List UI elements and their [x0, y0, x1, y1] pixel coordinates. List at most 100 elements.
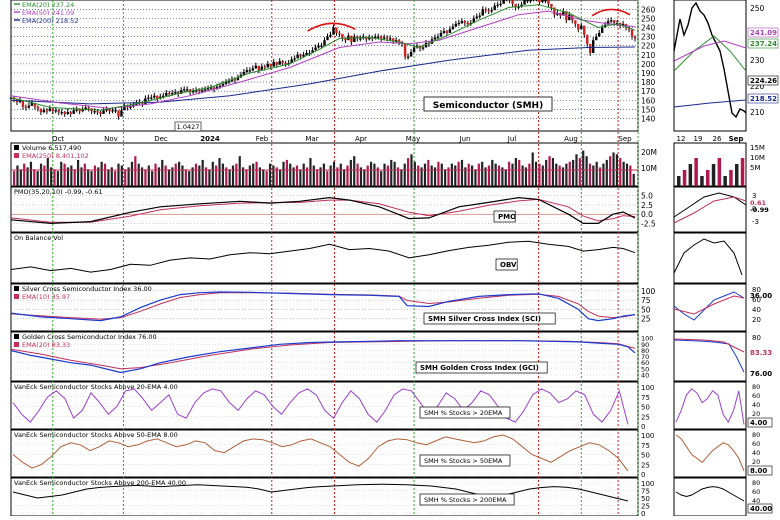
sci-legend-swatch	[14, 286, 19, 291]
volume-bar	[441, 164, 443, 186]
price-candle	[37, 107, 39, 109]
volume-bar	[548, 156, 550, 186]
sci-inset-tick: 40	[752, 306, 761, 314]
inset-volume-bar	[683, 170, 687, 186]
volume-bar	[124, 169, 126, 186]
volume-bar	[582, 151, 584, 186]
obv-legend-label: On Balance Vol	[14, 234, 63, 242]
x-axis-label: Dec	[154, 135, 168, 143]
price-candle	[443, 31, 445, 33]
price-candle	[592, 40, 594, 53]
volume-bar	[633, 174, 635, 186]
price-candle	[234, 79, 236, 80]
price-candle	[305, 53, 307, 55]
volume-bar	[239, 156, 241, 186]
inset-volume-bar	[689, 164, 693, 186]
volume-bar	[215, 166, 217, 187]
inset-value-label: 237.24	[750, 40, 777, 48]
inset-y-tick-label: 230	[750, 56, 765, 65]
volume-bar	[518, 160, 520, 186]
volume-bar	[232, 166, 234, 187]
price-candle	[491, 10, 493, 11]
volume-bar	[394, 162, 396, 186]
breadth-inset-tick: 20	[752, 458, 760, 466]
main-legend-label: EMA(200) 218.52	[22, 17, 78, 25]
volume-bar	[353, 156, 355, 186]
x-axis-label: 2024	[200, 135, 220, 143]
main-y-tick-label: 160	[641, 96, 656, 105]
breadth-inset-tick: 40	[752, 401, 760, 409]
volume-bar	[474, 169, 476, 186]
volume-y-tick-label: 20M	[641, 148, 657, 157]
price-candle	[523, 0, 525, 5]
volume-bar	[387, 166, 389, 187]
inset-x-label: 26	[713, 135, 722, 143]
volume-bar	[151, 171, 153, 186]
pmo-y-tick-label: -2.5	[641, 219, 656, 228]
volume-bar	[585, 156, 587, 186]
price-candle	[485, 9, 487, 10]
price-candle	[270, 64, 272, 67]
price-candle	[96, 111, 98, 112]
x-axis-label: May	[406, 135, 420, 143]
volume-bar	[515, 158, 517, 186]
volume-bar	[407, 158, 409, 186]
volume-legend-swatch	[14, 153, 19, 158]
volume-bar	[373, 164, 375, 186]
pmo-y-tick-label: 5.0	[641, 192, 653, 201]
price-candle	[52, 108, 54, 111]
volume-bar	[175, 164, 177, 186]
volume-bar	[101, 162, 103, 186]
price-candle	[341, 34, 343, 39]
x-axis-label: Sep	[618, 135, 632, 143]
x-axis-label: Aug	[564, 135, 578, 143]
price-candle	[279, 61, 281, 65]
price-candle	[434, 37, 436, 39]
breadth-y-tick-label: 100	[641, 384, 654, 392]
price-candle	[153, 96, 155, 98]
inset-volume-bar	[741, 158, 745, 186]
volume-legend-label: EMA(250) 8,401,102	[22, 152, 89, 160]
volume-bar	[380, 171, 382, 186]
main-y-tick-label: 210	[641, 51, 656, 60]
price-candle	[377, 37, 379, 38]
inset-value-label: 224.26	[750, 77, 777, 85]
sci-legend-label: EMA(10) 35.97	[22, 293, 70, 301]
price-candle	[404, 44, 406, 57]
price-candle	[87, 108, 89, 109]
volume-bar	[134, 156, 136, 186]
volume-bar	[363, 169, 365, 186]
volume-bar	[390, 160, 392, 186]
main-y-tick-label: 230	[641, 33, 656, 42]
volume-bar	[535, 162, 537, 186]
volume-bar	[346, 166, 348, 187]
volume-bar	[619, 158, 621, 186]
volume-bar	[555, 164, 557, 186]
price-candle	[114, 110, 116, 111]
price-candle	[389, 38, 391, 39]
gci-legend-label: EMA(20) 83.33	[22, 341, 70, 349]
volume-bar	[505, 169, 507, 186]
inset-value-label: 218.52	[750, 95, 777, 103]
annotation-label: 1.0427	[177, 123, 200, 131]
volume-bar	[478, 164, 480, 186]
price-candle	[249, 70, 251, 71]
volume-bar	[323, 164, 325, 186]
volume-bar	[559, 166, 561, 187]
price-candle	[252, 68, 254, 70]
price-candle	[574, 20, 576, 24]
inset-y-tick-label: 250	[750, 4, 765, 13]
volume-bar	[468, 164, 470, 186]
volume-bar	[245, 169, 247, 186]
volume-bar	[13, 171, 15, 186]
breadth-y-tick-label: 25	[641, 461, 650, 469]
volume-bar	[313, 166, 315, 187]
sci-inset-tick: 20	[752, 316, 761, 324]
volume-bar	[592, 166, 594, 187]
price-candle	[150, 98, 152, 99]
breadth-y-tick-label: 75	[641, 442, 650, 450]
main-y-tick-label: 140	[641, 114, 656, 123]
breadth-last-value: 8.00	[750, 467, 767, 475]
price-candle	[108, 109, 110, 111]
volume-bar	[70, 166, 72, 187]
